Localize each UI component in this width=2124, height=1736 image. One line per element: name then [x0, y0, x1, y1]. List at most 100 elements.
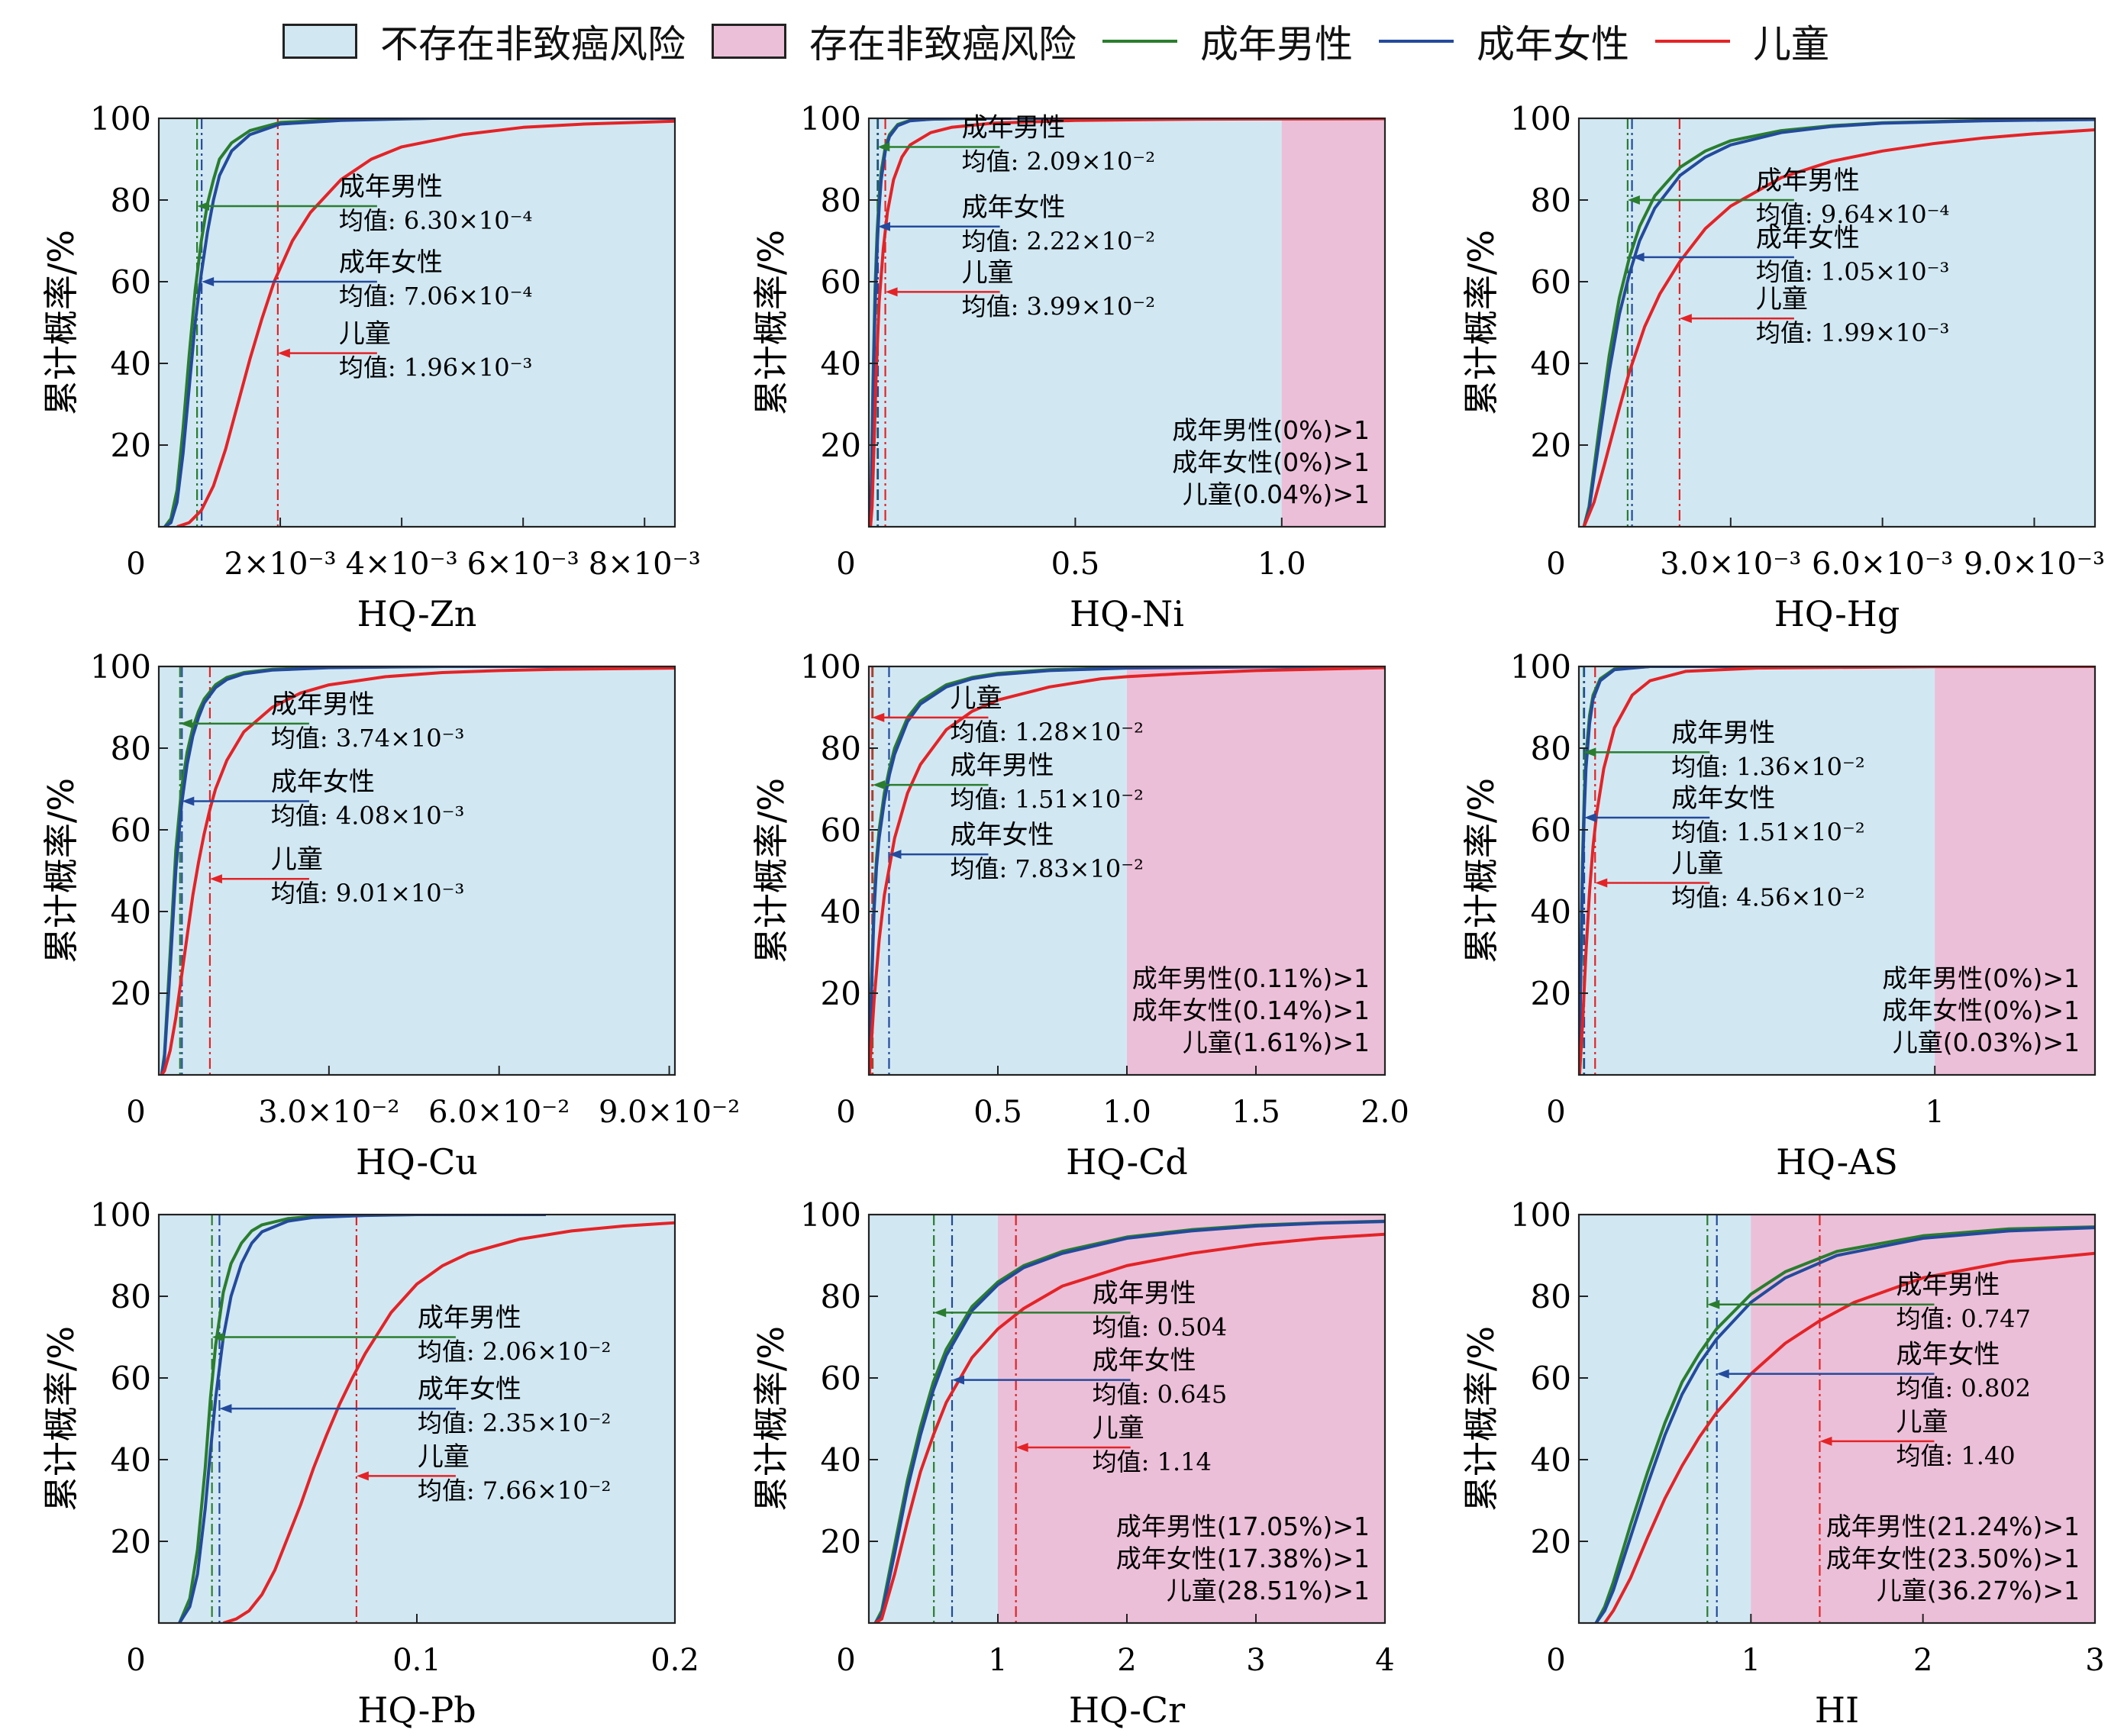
annotation-group-label: 儿童: [339, 319, 391, 350]
exceedance-note: 儿童(28.51%)>1: [1167, 1576, 1370, 1605]
x-axis-label: HQ-Zn: [357, 593, 477, 634]
annotation-mean-value: 均值: 2.09×10⁻²: [962, 147, 1155, 176]
annotation-arrow-head: [1716, 1369, 1729, 1379]
y-axis-label: 累计概率/%: [40, 230, 82, 415]
annotation-group-label: 成年男性: [950, 750, 1054, 781]
x-tick-label: 1: [1925, 1095, 1944, 1130]
annotation-arrow-head: [877, 142, 890, 152]
cdf-line-child: [869, 118, 1385, 527]
x-axis-label: HI: [1815, 1689, 1859, 1731]
annotation-arrow-head: [182, 796, 195, 806]
annotation-group-label: 成年男性: [962, 112, 1066, 143]
x-tick-label: 0: [1546, 1643, 1565, 1678]
annotation-mean-value: 均值: 4.56×10⁻²: [1671, 883, 1864, 912]
annotation-mean-value: 均值: 1.96×10⁻³: [339, 353, 532, 382]
y-tick-label: 20: [1531, 427, 1571, 464]
annotation-arrow-head: [356, 1471, 369, 1481]
x-tick-label: 1.0: [1102, 1095, 1151, 1130]
annotation-group-label: 成年女性: [962, 192, 1066, 223]
annotation-mean-value: 均值: 9.64×10⁻⁴: [1756, 200, 1949, 229]
annotation-mean-value: 均值: 0.504: [1093, 1312, 1228, 1341]
exceedance-note: 成年男性(21.24%)>1: [1826, 1512, 2080, 1541]
annotation-group-label: 儿童: [962, 257, 1014, 288]
legend-item-risk: 存在非致癌风险: [712, 14, 1077, 69]
y-tick-label: 60: [111, 1360, 151, 1397]
y-tick-label: 80: [111, 1278, 151, 1315]
annotation-mean-value: 均值: 1.51×10⁻²: [950, 785, 1143, 814]
x-tick-label: 1.0: [1257, 547, 1306, 582]
annotation-group-label: 成年女性: [418, 1374, 521, 1405]
exceedance-note: 成年女性(0%)>1: [1882, 995, 2080, 1025]
y-tick-label: 20: [821, 427, 861, 464]
curves: [160, 666, 675, 1075]
annotation-group-label: 儿童: [418, 1441, 470, 1472]
y-axis-label: 累计概率/%: [40, 1326, 82, 1512]
exceedance-note: 儿童(0.03%)>1: [1893, 1028, 2080, 1057]
cdf-line-female: [1594, 1226, 2095, 1623]
legend-swatch-risk: [712, 24, 786, 59]
plot-frame: [867, 117, 1386, 528]
x-axis-label: HQ-AS: [1776, 1141, 1898, 1183]
annotation-group-label: 儿童: [950, 683, 1002, 714]
annotation-mean-value: 均值: 7.83×10⁻²: [950, 854, 1143, 883]
exceedance-note: 成年男性(0%)>1: [1882, 963, 2080, 993]
y-tick-label: 80: [1531, 1278, 1571, 1315]
annotation-group-label: 成年女性: [339, 247, 443, 278]
y-axis-label: 累计概率/%: [751, 1326, 792, 1512]
x-tick-label: 4: [1375, 1643, 1394, 1678]
y-tick-label: 20: [1531, 1523, 1571, 1560]
x-tick-label: 0.5: [1051, 547, 1100, 582]
x-tick-label: 2.0: [1361, 1095, 1409, 1130]
annotation-arrow-head: [1819, 1436, 1832, 1446]
exceedance-note: 儿童(36.27%)>1: [1877, 1576, 2080, 1605]
annotation-group-label: 成年女性: [271, 767, 375, 798]
chart-panel-3: 20 40 60 80 100 0 3.0×10⁻³ 6.0×10⁻³ 9.0×10⁻³ HQ-H…: [1461, 100, 2105, 634]
annotation-arrow-head: [179, 718, 192, 728]
annotation-arrow-head: [889, 850, 902, 860]
annotation-mean-value: 均值: 2.35×10⁻²: [418, 1408, 611, 1438]
annotation-group-label: 成年女性: [1093, 1346, 1196, 1376]
legend-item-male: 成年男性: [1102, 14, 1353, 69]
x-tick-label: 0.2: [650, 1643, 699, 1678]
y-axis-label: 累计概率/%: [1461, 1326, 1502, 1512]
y-tick-label: 100: [90, 648, 151, 686]
x-tick-label: 1: [988, 1643, 1007, 1678]
y-tick-label: 60: [111, 812, 151, 849]
annotation-arrow-head: [1595, 878, 1608, 888]
y-tick-label: 100: [800, 648, 861, 686]
y-tick-label: 100: [1510, 100, 1571, 137]
y-axis-label: 累计概率/%: [751, 778, 792, 963]
annotation-mean-value: 均值: 6.30×10⁻⁴: [339, 206, 532, 235]
annotation-group-label: 成年男性: [1756, 166, 1860, 196]
x-tick-label: 4×10⁻³: [346, 547, 458, 582]
annotation-group-label: 成年男性: [1093, 1278, 1196, 1308]
annotation-arrow-head: [1679, 314, 1692, 324]
no-risk-region: [159, 666, 675, 1075]
annotation-arrow-head: [1632, 252, 1645, 262]
annotation-arrow-head: [872, 712, 885, 722]
x-tick-label: 1: [1741, 1643, 1761, 1678]
curves: [178, 1215, 675, 1623]
y-tick-label: 20: [1531, 975, 1571, 1012]
y-tick-label: 80: [1531, 182, 1571, 219]
annotation-group-label: 成年男性: [418, 1303, 521, 1334]
annotation-arrow-head: [873, 780, 886, 790]
annotation-mean-value: 均值: 1.05×10⁻³: [1756, 257, 1949, 286]
curves: [163, 118, 675, 527]
y-tick-label: 60: [111, 263, 151, 301]
x-tick-label: 3.0×10⁻²: [258, 1095, 399, 1130]
plot-frame: [157, 117, 676, 528]
x-tick-label: 9.0×10⁻³: [1964, 547, 2105, 582]
annotation-mean-value: 均值: 0.802: [1896, 1374, 2031, 1403]
chart-panel-1: 20 40 60 80 100 0 2×10⁻³ 4×10⁻³ 6×10⁻³ 8×10⁻³ HQ-Z…: [40, 100, 701, 634]
y-tick-label: 80: [821, 730, 861, 767]
